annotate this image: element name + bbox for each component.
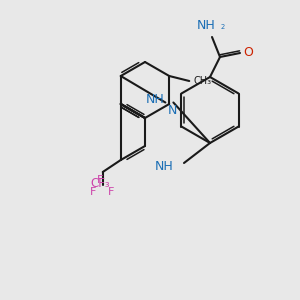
Text: F: F [97,175,103,185]
Text: F: F [90,187,96,197]
Text: CF₃: CF₃ [90,177,110,190]
Text: CH₃: CH₃ [193,76,212,86]
Text: NH: NH [196,19,215,32]
Text: O: O [243,46,253,59]
Text: $_2$: $_2$ [220,22,226,32]
Text: NH: NH [146,93,165,106]
Text: N: N [168,104,177,118]
Text: NH: NH [155,160,174,173]
Text: F: F [108,187,114,197]
